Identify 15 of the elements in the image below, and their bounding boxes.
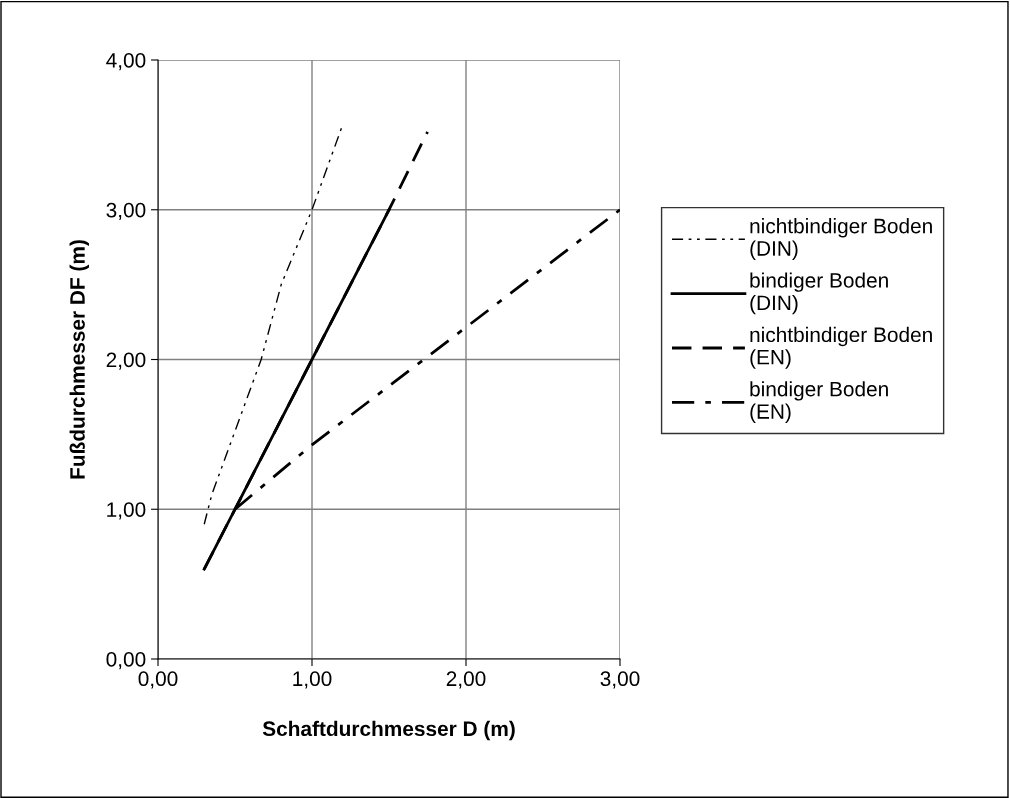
y-tick-label: 2,00 (106, 352, 146, 370)
legend-label: nichtbindiger Boden (EN) (750, 326, 932, 369)
y-tick-label: 0,00 (106, 652, 146, 670)
x-tick-label: 2,00 (446, 671, 486, 689)
y-tick-label: 4,00 (106, 53, 146, 71)
x-tick-label: 3,00 (600, 671, 640, 689)
legend-label: nichtbindiger Boden (DIN) (750, 218, 932, 260)
y-axis-title: Fußdurchmesser DF (m) (69, 240, 89, 479)
y-tick-label: 3,00 (106, 202, 146, 220)
legend-label: bindiger Boden (DIN) (750, 272, 888, 315)
x-axis-title: Schaftdurchmesser D (m) (262, 720, 515, 741)
x-tick-label: 0,00 (138, 671, 178, 689)
y-tick-label: 1,00 (107, 502, 146, 520)
x-tick-label: 1,00 (293, 671, 332, 689)
legend-label: bindiger Boden (EN) (750, 381, 888, 424)
